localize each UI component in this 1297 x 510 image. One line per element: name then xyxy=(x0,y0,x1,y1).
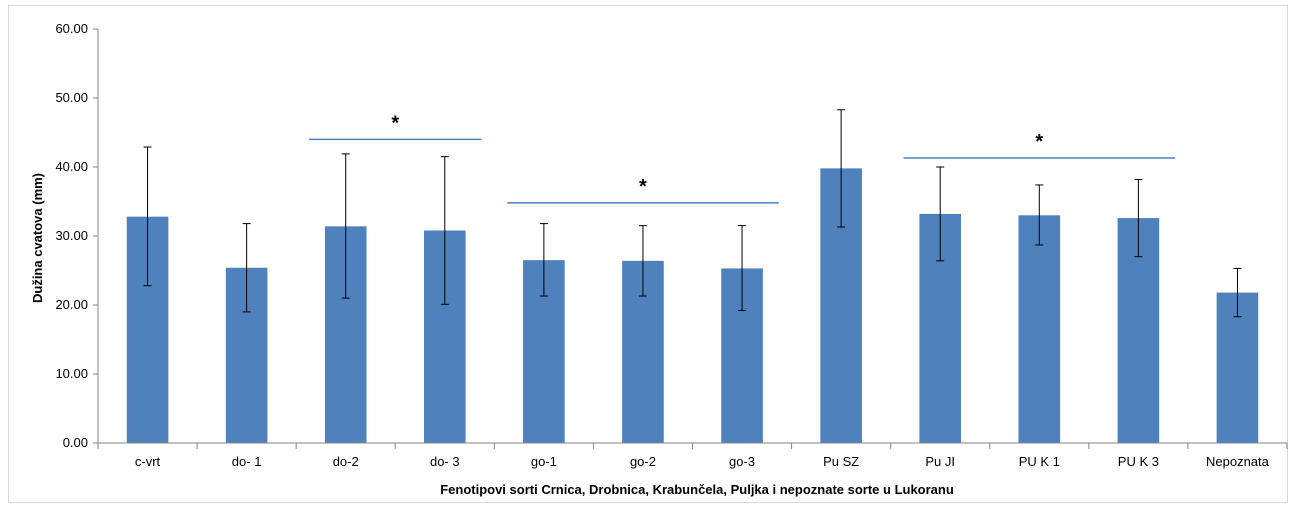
significance-star-0: * xyxy=(391,112,399,134)
y-tick-label-3: 30.00 xyxy=(55,228,88,243)
significance-star-1: * xyxy=(639,176,647,198)
x-tick-label-11: Nepoznata xyxy=(1206,454,1270,469)
x-tick-label-7: Pu SZ xyxy=(823,454,859,469)
bar-11 xyxy=(1216,292,1259,443)
x-tick-label-8: Pu JI xyxy=(925,454,955,469)
chart-frame xyxy=(8,5,1288,503)
y-tick-label-0: 0.00 xyxy=(63,435,88,450)
y-tick-label-6: 60.00 xyxy=(55,21,88,36)
significance-star-2: * xyxy=(1035,131,1043,153)
x-tick-label-4: go-1 xyxy=(531,454,557,469)
y-axis-title: Dužina cvatova (mm) xyxy=(30,173,45,303)
axes-layer: 0.00 10.00 20.00 30.00 40.00 50.00 60.00 c-vrt d… xyxy=(55,21,1288,469)
y-tick-label-2: 20.00 xyxy=(55,297,88,312)
x-tick-label-9: PU K 1 xyxy=(1019,454,1060,469)
x-tick-label-6: go-3 xyxy=(729,454,755,469)
y-tick-label-1: 10.00 xyxy=(55,366,88,381)
x-tick-label-10: PU K 3 xyxy=(1118,454,1159,469)
x-tick-label-2: do-2 xyxy=(333,454,359,469)
y-tick-label-5: 50.00 xyxy=(55,90,88,105)
y-tick-label-4: 40.00 xyxy=(55,159,88,174)
annotations-layer: * * * xyxy=(309,112,1176,204)
x-tick-label-5: go-2 xyxy=(630,454,656,469)
bars-layer xyxy=(126,168,1259,443)
x-tick-label-1: do- 1 xyxy=(232,454,262,469)
x-tick-label-0: c-vrt xyxy=(135,454,161,469)
x-tick-label-3: do- 3 xyxy=(430,454,460,469)
x-axis-title: Fenotipovi sorti Crnica, Drobnica, Krabu… xyxy=(440,482,954,497)
error-bars-layer xyxy=(143,109,1242,318)
bar-9 xyxy=(1018,215,1061,443)
